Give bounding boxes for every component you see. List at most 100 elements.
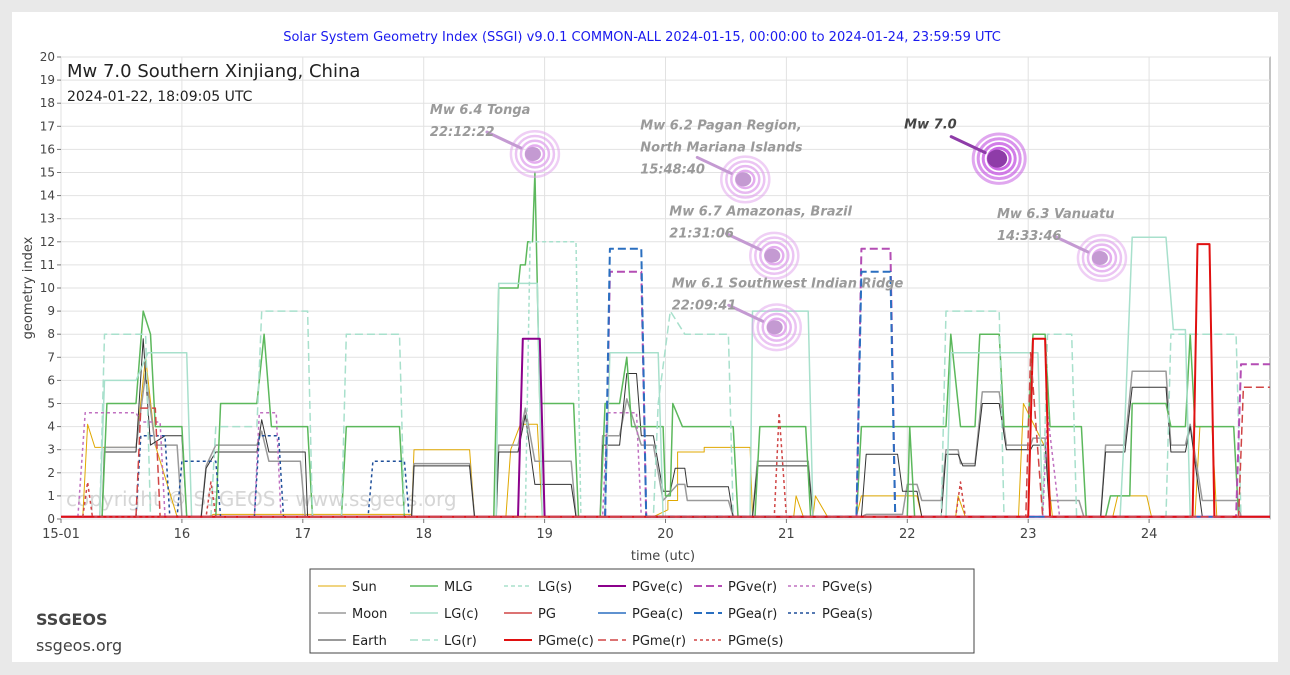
quake-label: Mw 6.2 Pagan Region, [640, 118, 801, 133]
quake-ring [971, 132, 1027, 185]
quake-ring [509, 129, 561, 179]
series-pgme-r [135, 351, 1270, 518]
y-tick-label: 10 [40, 281, 55, 295]
quake-ring [725, 160, 766, 199]
y-tick-label: 8 [47, 327, 55, 341]
quake-ring [756, 307, 797, 347]
quake-ring [1086, 243, 1118, 273]
quake-core [987, 149, 1008, 168]
quake-label: North Mariana Islands [640, 140, 802, 155]
quake-ring [761, 312, 792, 342]
quake-label: 22:12:22 [430, 125, 495, 140]
quake-label: 14:33:46 [997, 229, 1062, 244]
quake-core [1091, 250, 1108, 265]
x-axis-label: time (utc) [631, 549, 695, 564]
x-tick-label: 21 [778, 527, 795, 542]
y-tick-label: 2 [47, 466, 55, 480]
legend-label: LG(r) [444, 634, 477, 649]
y-tick-label: 19 [40, 73, 55, 87]
quake-pointer [949, 135, 987, 155]
series-pgme-s [82, 411, 967, 518]
legend-label: PGea(s) [822, 607, 873, 622]
legend-label: PGme(r) [632, 634, 686, 649]
series-lg-r [61, 310, 1270, 518]
legend-label: PGea(r) [728, 607, 777, 622]
y-tick-label: 1 [47, 489, 55, 503]
quake-marker: Mw 6.4 Tonga 22:12:22 [430, 103, 561, 179]
legend-label: MLG [444, 580, 473, 595]
quake-ring [754, 236, 795, 275]
legend-label: PGea(c) [632, 607, 683, 622]
y-tick-label: 0 [47, 512, 55, 526]
quake-marker: Mw 7.0 [904, 118, 1027, 185]
quake-ring [976, 137, 1022, 181]
legend-label: Sun [352, 580, 377, 595]
y-tick-label: 3 [47, 443, 55, 457]
y-tick-label: 9 [47, 304, 55, 318]
quake-core [766, 320, 783, 335]
x-tick-label: 23 [1020, 527, 1037, 542]
y-tick-label: 13 [40, 212, 55, 226]
y-tick-label: 7 [47, 350, 55, 364]
quake-ring [751, 303, 802, 352]
y-axis-label: geometry index [21, 236, 36, 339]
series-mlg [61, 171, 1270, 518]
series-lg-s [524, 241, 582, 517]
y-tick-label: 11 [40, 258, 55, 272]
brand-name: SSGEOS [36, 610, 108, 629]
quake-ring [519, 139, 551, 169]
legend-box [309, 568, 975, 654]
quake-marker: Mw 6.3 Vanuatu 14:33:46 [997, 207, 1128, 283]
brand-url: ssgeos.org [36, 636, 123, 655]
x-tick-label: 15-01 [42, 527, 80, 542]
x-tick-label: 17 [295, 527, 312, 542]
series-pgve-r [604, 247, 1270, 518]
x-tick-label: 18 [415, 527, 432, 542]
quake-ring [720, 155, 771, 204]
quake-label: Mw 7.0 [904, 118, 957, 133]
quake-label: 22:09:41 [672, 298, 737, 313]
quake-pointer [695, 155, 733, 175]
quake-label: 15:48:40 [640, 162, 705, 177]
grid-lines [60, 56, 1270, 520]
quake-ring [1081, 238, 1123, 278]
legend-label: LG(c) [444, 607, 479, 622]
quake-core [735, 172, 752, 187]
legend-label: PGme(s) [728, 634, 784, 649]
y-tick-label: 15 [40, 166, 55, 180]
quake-label: Mw 6.4 Tonga [430, 103, 530, 118]
chart-frame: Solar System Geometry Index (SSGI) v9.0.… [12, 12, 1278, 662]
quake-marker: Mw 6.2 Pagan Region, North Mariana Island… [640, 118, 803, 204]
quake-core [764, 248, 781, 263]
y-tick-label: 14 [40, 189, 55, 203]
quake-marker: Mw 6.7 Amazonas, Brazil 21:31:06 [669, 205, 853, 280]
x-tick-label: 24 [1141, 527, 1158, 542]
legend-label: PGve(s) [822, 580, 873, 595]
chart-title: Solar System Geometry Index (SSGI) v9.0.… [283, 30, 1001, 45]
quake-ring [1076, 233, 1128, 283]
quake-ring [730, 164, 761, 194]
quake-pointer [485, 130, 523, 150]
quake-ring [749, 231, 800, 280]
x-tick-label: 20 [657, 527, 674, 542]
legend-label: Earth [352, 634, 387, 649]
y-tick-label: 18 [40, 96, 55, 110]
legend-label: PGve(c) [632, 580, 683, 595]
quake-marker: Mw 6.1 Southwest Indian Ridge 22:09:41 [672, 276, 904, 352]
legend-label: PG [538, 607, 556, 622]
y-tick-label: 6 [47, 373, 55, 387]
y-tick-label: 12 [40, 235, 55, 249]
x-tick-label: 16 [174, 527, 191, 542]
x-axis: 15-01 16 17 18 19 20 21 22 23 24 [42, 519, 1157, 542]
quake-label: Mw 6.1 Southwest Indian Ridge [672, 276, 904, 291]
y-tick-label: 16 [40, 142, 55, 156]
quake-ring [981, 141, 1017, 176]
series-lines [61, 171, 1270, 518]
legend-label: Moon [352, 607, 387, 622]
series-moon [61, 370, 1270, 518]
ssgi-chart: Solar System Geometry Index (SSGI) v9.0.… [21, 30, 1271, 654]
x-tick-label: 19 [536, 527, 553, 542]
legend-label: PGve(r) [728, 580, 777, 595]
legend-label: PGme(c) [538, 634, 594, 649]
